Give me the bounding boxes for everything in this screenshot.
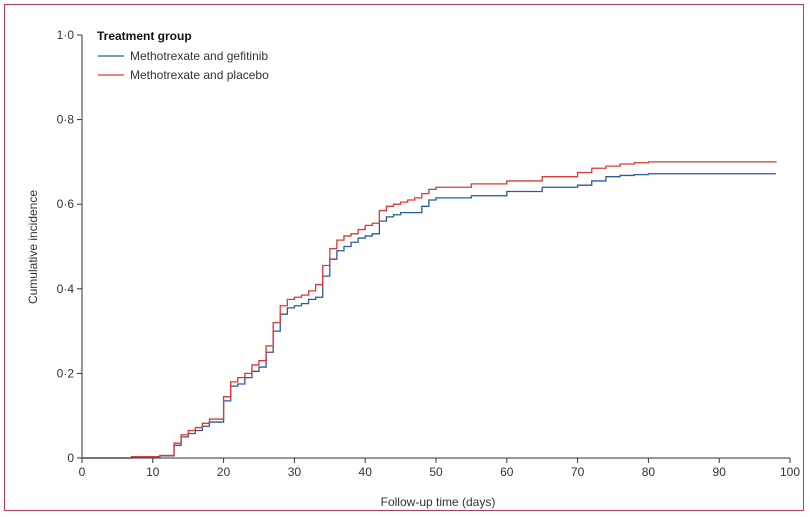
x-tick-label: 0 xyxy=(79,465,86,479)
y-tick-label: 0·6 xyxy=(57,197,75,211)
y-axis-label: Cumulative incidence xyxy=(26,190,40,304)
y-tick-label: 0·8 xyxy=(57,113,75,127)
x-tick-label: 100 xyxy=(780,465,800,479)
legend-label-placebo: Methotrexate and placebo xyxy=(130,68,269,82)
x-axis-ticks: 0 10 20 30 40 50 60 70 80 90 100 xyxy=(79,458,800,479)
x-tick-label: 10 xyxy=(146,465,160,479)
x-tick-label: 50 xyxy=(429,465,443,479)
y-tick-label: 0 xyxy=(67,451,74,465)
x-tick-label: 90 xyxy=(713,465,727,479)
plot-lines xyxy=(82,161,777,459)
x-tick-label: 70 xyxy=(571,465,585,479)
y-tick-label: 0·4 xyxy=(57,282,75,296)
x-tick-label: 60 xyxy=(500,465,514,479)
x-axis-label: Follow-up time (days) xyxy=(381,495,496,509)
y-axis-ticks: 0 0·2 0·4 0·6 0·8 1·0 xyxy=(57,28,82,465)
legend-title: Treatment group xyxy=(97,29,192,43)
x-tick-label: 30 xyxy=(288,465,302,479)
axes xyxy=(81,35,790,459)
series-line-0 xyxy=(82,173,776,459)
legend: Treatment group Methotrexate and gefitin… xyxy=(97,29,269,82)
x-tick-label: 80 xyxy=(642,465,656,479)
chart-frame xyxy=(4,4,804,511)
legend-label-gefitinib: Methotrexate and gefitinib xyxy=(130,49,268,63)
series-line-1 xyxy=(82,161,777,459)
y-tick-label: 0·2 xyxy=(57,366,75,380)
x-tick-label: 40 xyxy=(359,465,373,479)
x-tick-label: 20 xyxy=(217,465,231,479)
y-tick-label: 1·0 xyxy=(57,28,75,42)
